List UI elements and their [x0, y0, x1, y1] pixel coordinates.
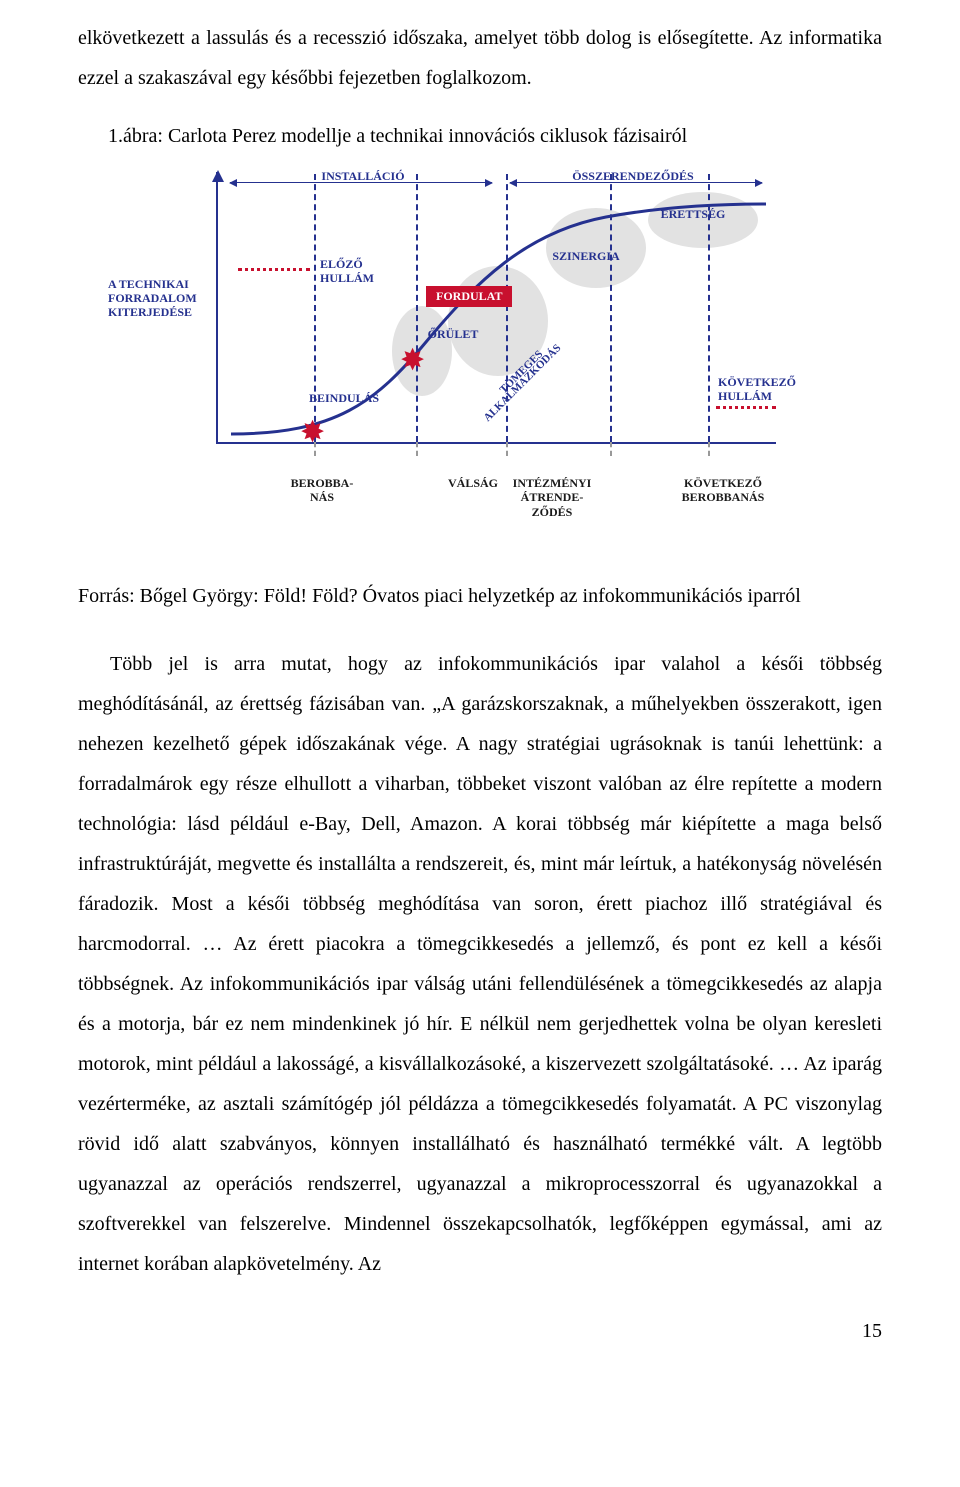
label-elozo-hullam: ELŐZŐHULLÁM [320, 258, 390, 286]
figure-source: Forrás: Bőgel György: Föld! Föld? Óvatos… [78, 576, 882, 616]
label-orulet: ŐRÜLET [418, 328, 488, 342]
label-valsag: VÁLSÁG [438, 476, 508, 490]
label-fordulat: FORDULAT [426, 286, 512, 307]
perez-diagram: INSTALLÁCIÓ ÖSSZERENDEZŐDÉS ÉRETTSÉG SZINER… [78, 168, 882, 548]
label-kovetkezo-hullam: KÖVETKEZŐHULLÁM [718, 376, 808, 404]
crisis-star-icon: ✸ [400, 346, 425, 376]
prev-wave-dotted [238, 268, 310, 271]
intro-paragraph: elkövetkezett a lassulás és a recesszió … [78, 18, 882, 98]
label-erettseg: ÉRETTSÉG [648, 208, 738, 222]
body-paragraph: Több jel is arra mutat, hogy az infokomm… [78, 644, 882, 1284]
label-berobbanas: BEROBBA-NÁS [282, 476, 362, 505]
label-osszerendezodes: ÖSSZERENDEZŐDÉS [548, 170, 718, 184]
crisis-star-icon: ✸ [300, 418, 325, 448]
figure-caption: 1.ábra: Carlota Perez modellje a technik… [108, 116, 882, 156]
label-intezmenyi: INTÉZMÉNYIÁTRENDE-ZŐDÉS [502, 476, 602, 519]
label-kovetkezo-berobbanas: KÖVETKEZŐBEROBBANÁS [668, 476, 778, 505]
next-wave-dotted [716, 406, 776, 409]
label-installacio: INSTALLÁCIÓ [298, 170, 428, 184]
label-beindulas: BEINDULÁS [304, 392, 384, 406]
label-y-axis: A TECHNIKAIFORRADALOMKITERJEDÉSE [108, 278, 208, 319]
page-number: 15 [0, 1320, 960, 1343]
label-szinergia: SZINERGIA [546, 250, 626, 264]
